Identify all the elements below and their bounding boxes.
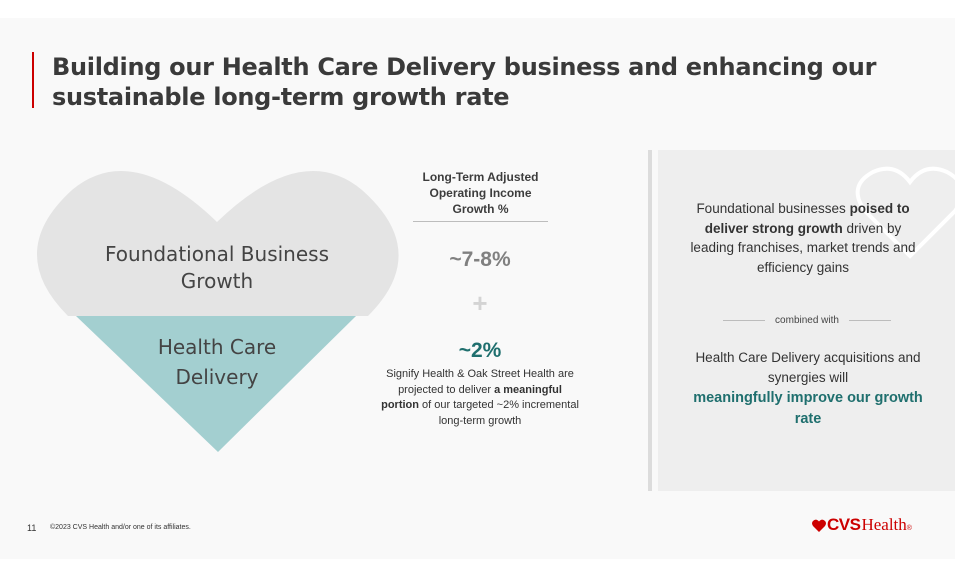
summary-text-bold: poised to deliver strong growth [704,201,910,236]
logo-health-text: Health [861,515,907,534]
hcd-summary-bold: meaningfully improve our growth rate [693,390,923,427]
summary-panel [658,150,955,491]
combined-with-divider: combined with [723,315,892,326]
heart-logo-icon [812,519,826,532]
health-care-delivery-value: ~2% [458,339,502,362]
metric-header: Long-Term Adjusted Operating Income Grow… [413,169,548,222]
logo-trademark: ® [906,525,912,532]
heart-top-foundational [36,171,399,316]
page-number: 11 [27,523,37,533]
summary-text-end: driven by leading franchises, market tre… [690,220,916,275]
copyright-text: ©2023 CVS Health and/or one of its affil… [50,524,191,531]
cvs-health-logo: CVS Health ® [812,515,912,535]
foundational-summary: Foundational businesses poised to delive… [687,199,919,277]
heart-outline-decoration-icon [855,166,955,259]
note-text-start: Signify Health & Oak Street Health are p… [386,368,574,396]
slide-title: Building our Health Care Delivery busine… [52,53,877,111]
title-accent-bar [32,52,34,108]
acquisition-note: Signify Health & Oak Street Health are p… [378,367,582,429]
foundational-growth-value: ~7-8% [449,248,511,271]
divider-line-right [848,320,892,321]
note-text-end: of our targeted ~2% incremental long-ter… [422,399,579,427]
logo-cvs-text: CVS [827,515,861,534]
divider-line-left [723,320,766,321]
foundational-growth-label: Foundational Business Growth [104,242,329,293]
heart-bottom-health-care-delivery [76,316,356,452]
hcd-summary-text: Health Care Delivery acquisitions and sy… [695,350,921,385]
health-care-delivery-label: Health Care Delivery [157,335,277,389]
panel-border [648,150,652,491]
health-care-delivery-summary: Health Care Delivery acquisitions and sy… [690,348,926,430]
note-text-bold: a meaningful portion [381,383,562,412]
combined-with-label: combined with [775,315,839,326]
plus-icon: + [472,288,488,318]
summary-text-start: Foundational businesses [696,201,846,216]
heart-graphic [36,171,399,452]
